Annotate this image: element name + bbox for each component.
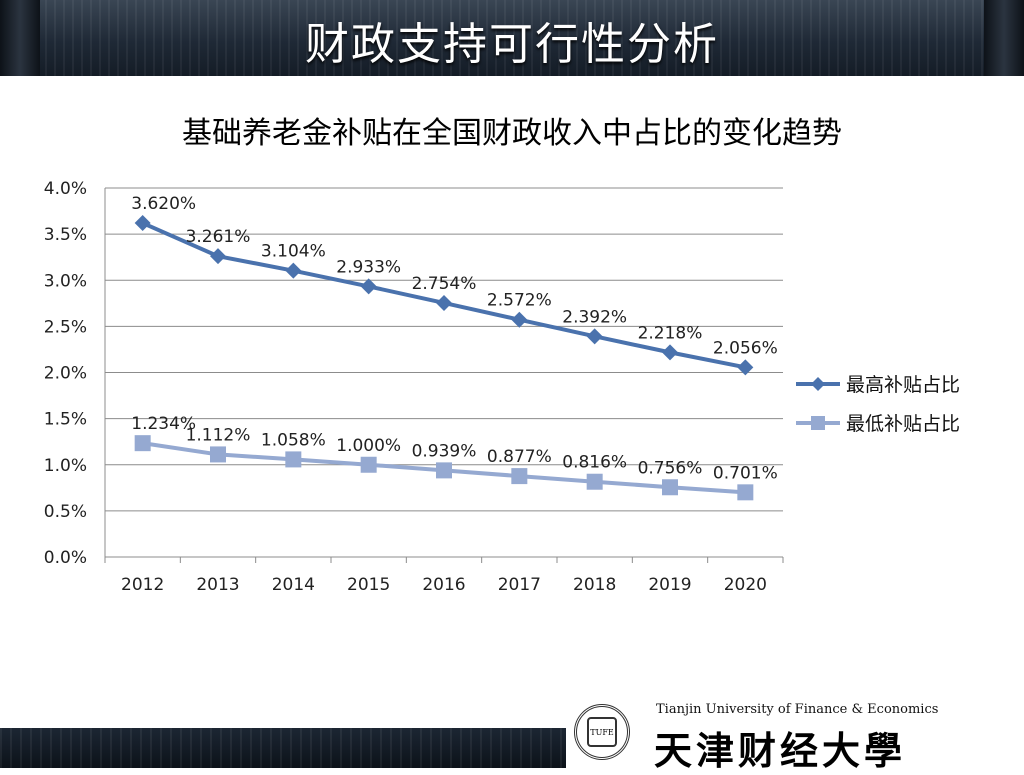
legend-marker-low bbox=[811, 416, 825, 430]
legend-label: 最低补贴占比 bbox=[846, 413, 960, 435]
data-point-high bbox=[586, 328, 603, 345]
y-tick-label: 2.0% bbox=[44, 364, 87, 384]
legend-marker-high bbox=[811, 377, 825, 391]
data-label: 2.392% bbox=[562, 307, 627, 327]
data-label: 3.620% bbox=[131, 194, 196, 214]
y-tick-label: 1.5% bbox=[44, 410, 87, 430]
y-tick-label: 4.0% bbox=[44, 179, 87, 199]
data-label: 1.234% bbox=[131, 414, 196, 434]
data-point-high bbox=[285, 262, 302, 279]
chart-title: 基础养老金补贴在全国财政收入中占比的变化趋势 bbox=[182, 116, 842, 151]
x-tick-label: 2014 bbox=[272, 575, 315, 595]
university-english-name: Tianjin University of Finance & Economic… bbox=[656, 702, 939, 717]
university-seal-icon: TUFE bbox=[574, 704, 630, 760]
y-tick-label: 0.5% bbox=[44, 502, 87, 522]
data-point-low bbox=[737, 484, 754, 501]
x-tick-label: 2012 bbox=[121, 575, 164, 595]
data-point-high bbox=[210, 248, 226, 265]
data-point-high bbox=[134, 215, 151, 232]
x-tick-label: 2019 bbox=[648, 575, 691, 595]
data-point-high bbox=[737, 359, 754, 376]
data-label: 2.933% bbox=[336, 257, 401, 277]
x-tick-label: 2017 bbox=[498, 575, 541, 595]
legend-label: 最高补贴占比 bbox=[846, 374, 960, 396]
data-label: 3.261% bbox=[186, 227, 251, 247]
data-point-low bbox=[662, 479, 678, 496]
header-left-edge bbox=[0, 0, 40, 76]
data-point-high bbox=[436, 294, 452, 311]
header-texture bbox=[0, 0, 1024, 76]
data-point-low bbox=[586, 473, 603, 490]
y-tick-label: 2.5% bbox=[44, 317, 87, 337]
data-point-low bbox=[210, 446, 226, 463]
y-tick-label: 3.0% bbox=[44, 271, 87, 291]
data-label: 3.104% bbox=[261, 242, 326, 262]
data-label: 2.056% bbox=[713, 338, 778, 358]
slide-header: 财政支持可行性分析 bbox=[0, 0, 1024, 76]
data-label: 1.112% bbox=[186, 425, 251, 445]
seal-text: TUFE bbox=[587, 717, 617, 747]
data-label: 1.000% bbox=[336, 436, 401, 456]
slide-title: 财政支持可行性分析 bbox=[305, 19, 719, 70]
x-tick-label: 2020 bbox=[724, 575, 767, 595]
y-tick-label: 0.0% bbox=[44, 548, 87, 568]
header-right-edge bbox=[984, 0, 1024, 76]
x-tick-label: 2015 bbox=[347, 575, 390, 595]
data-label: 0.877% bbox=[487, 447, 552, 467]
data-point-low bbox=[360, 456, 377, 473]
data-point-high bbox=[511, 311, 528, 328]
data-label: 2.754% bbox=[412, 274, 477, 294]
data-label: 0.816% bbox=[562, 453, 627, 473]
data-label: 0.756% bbox=[638, 458, 703, 478]
data-label: 0.701% bbox=[713, 463, 778, 483]
x-tick-label: 2018 bbox=[573, 575, 616, 595]
data-point-high bbox=[662, 344, 678, 361]
data-point-low bbox=[134, 435, 151, 452]
footer-texture bbox=[0, 728, 566, 768]
y-tick-label: 1.0% bbox=[44, 456, 87, 476]
university-chinese-name: 天津财经大學 bbox=[654, 728, 907, 773]
data-label: 2.572% bbox=[487, 291, 552, 311]
data-label: 0.939% bbox=[412, 441, 477, 461]
data-point-low bbox=[436, 462, 452, 479]
data-label: 2.218% bbox=[638, 323, 703, 343]
x-tick-label: 2013 bbox=[196, 575, 239, 595]
data-point-low bbox=[511, 468, 528, 485]
data-label: 1.058% bbox=[261, 430, 326, 450]
data-point-high bbox=[360, 278, 377, 295]
x-tick-label: 2016 bbox=[422, 575, 465, 595]
y-tick-label: 3.5% bbox=[44, 225, 87, 245]
data-point-low bbox=[285, 451, 302, 468]
line-chart: 0.0% 0.5% 1.0% 1.5% 2.0% 2.5% 3.0% 3.5% 4.0% 2012… bbox=[44, 179, 960, 595]
footer-band bbox=[0, 728, 566, 768]
university-logo: TUFE Tianjin University of Finance & Eco… bbox=[572, 700, 1024, 773]
